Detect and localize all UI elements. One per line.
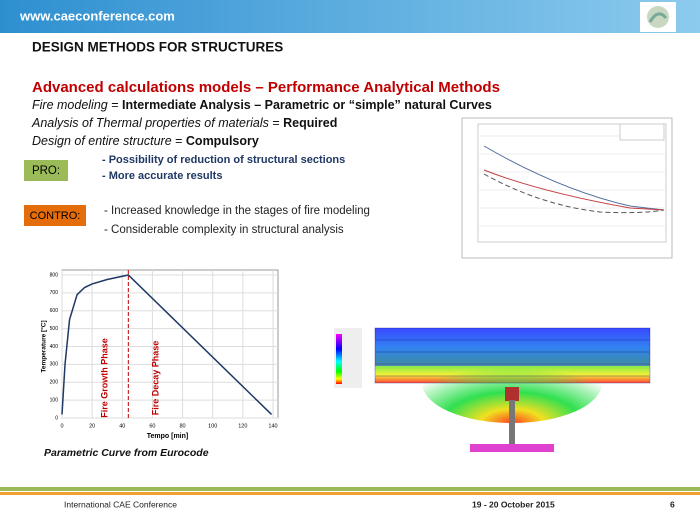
footer-date: 19 - 20 October 2015 <box>472 499 555 509</box>
body-line: Fire modeling = Intermediate Analysis – … <box>32 98 492 112</box>
y-tick-label: 0 <box>55 415 58 421</box>
line-part: Required <box>283 116 337 130</box>
line-part: = <box>108 98 122 112</box>
y-tick-label: 100 <box>50 397 59 403</box>
contro-item: - Increased knowledge in the stages of f… <box>104 205 370 217</box>
url: www.caeconference.com <box>19 8 175 23</box>
y-tick-label: 400 <box>50 344 59 350</box>
header-bar <box>0 0 700 33</box>
line-part: Design of entire structure <box>32 134 172 148</box>
line-part: Analysis of Thermal properties of materi… <box>31 116 269 130</box>
line-part: Intermediate Analysis – Parametric or “s… <box>122 98 492 112</box>
y-axis-label: Temperature [°C] <box>40 320 48 372</box>
y-tick-label: 700 <box>50 290 59 296</box>
body-line: Analysis of Thermal properties of materi… <box>31 116 337 130</box>
curve <box>61 274 273 415</box>
footer-rule <box>0 492 700 495</box>
logo <box>640 2 676 32</box>
y-tick-label: 200 <box>50 380 59 386</box>
phase-label: Fire Growth Phase <box>100 338 110 418</box>
line-part: Fire modeling <box>32 98 108 112</box>
pro-box <box>24 160 68 181</box>
pro-item: - Possibility of reduction of structural… <box>102 154 345 166</box>
x-tick-label: 100 <box>208 423 217 429</box>
x-tick-label: 60 <box>149 423 155 429</box>
thermal-image <box>334 327 651 452</box>
line-part: = <box>269 116 283 130</box>
contro-item: - Considerable complexity in structural … <box>104 224 344 236</box>
x-tick-label: 20 <box>89 423 95 429</box>
y-tick-label: 300 <box>50 362 59 368</box>
contro-box <box>24 205 86 226</box>
contro-label: CONTRO: <box>30 210 81 222</box>
heading: Advanced calculations models – Performan… <box>32 79 500 96</box>
footer-page: 6 <box>670 499 675 509</box>
body-line: Design of entire structure = Compulsory <box>32 134 259 148</box>
line-part: = <box>172 134 186 148</box>
line-part: Compulsory <box>186 134 259 148</box>
x-tick-label: 140 <box>268 423 277 429</box>
footer-rule <box>0 487 700 491</box>
conductivity-chart-image <box>461 117 673 259</box>
pro-label: PRO: <box>32 165 60 177</box>
slide-title: DESIGN METHODS FOR STRUCTURES <box>32 40 283 55</box>
plot-area <box>61 269 279 419</box>
x-tick-label: 0 <box>60 423 63 429</box>
caption: Parametric Curve from Eurocode <box>44 447 209 459</box>
y-tick-label: 600 <box>50 308 59 314</box>
y-tick-label: 800 <box>50 272 59 278</box>
x-tick-label: 120 <box>238 423 247 429</box>
footer-left: International CAE Conference <box>64 499 177 509</box>
x-tick-label: 40 <box>119 423 125 429</box>
x-tick-label: 80 <box>180 423 186 429</box>
x-axis-label: Tempo [min] <box>147 433 188 440</box>
phase-label: Fire Decay Phase <box>151 341 161 416</box>
y-tick-label: 500 <box>50 326 59 332</box>
pro-item: - More accurate results <box>102 170 222 182</box>
